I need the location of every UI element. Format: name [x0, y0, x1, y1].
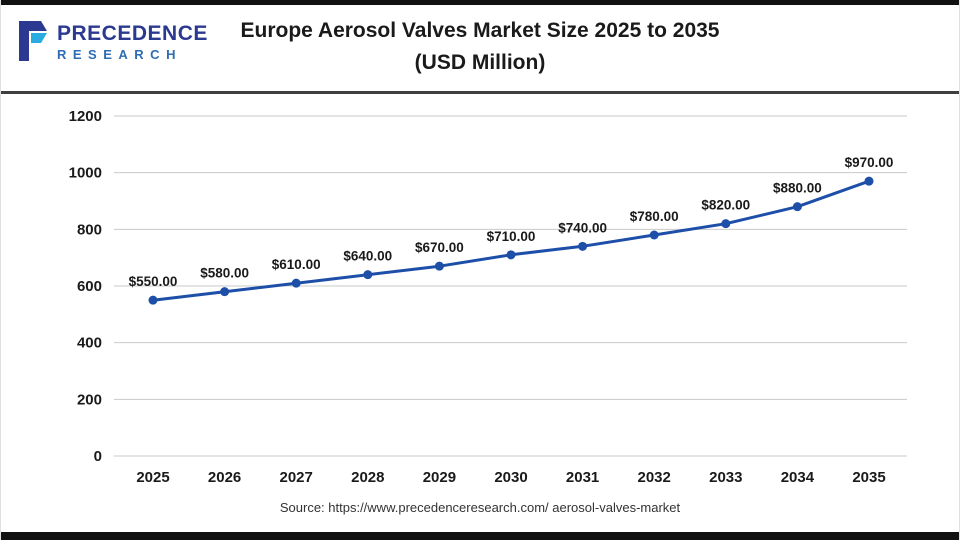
data-point — [363, 270, 373, 280]
data-point-label: $670.00 — [415, 240, 464, 255]
x-tick-label: 2028 — [351, 469, 384, 486]
data-point — [291, 278, 301, 288]
x-tick-label: 2034 — [781, 469, 815, 486]
y-tick-label: 1200 — [69, 108, 102, 125]
data-point-label: $610.00 — [272, 257, 321, 272]
data-point-label: $640.00 — [343, 249, 392, 264]
chart-area: 0 200 400 600 800 1000 1200 2025 2026 2027 2028 202… — [1, 94, 960, 494]
data-point-label: $880.00 — [773, 181, 822, 196]
y-tick-label: 600 — [77, 278, 102, 295]
x-tick-label: 2025 — [136, 469, 169, 486]
y-tick-label: 400 — [77, 335, 102, 352]
data-point — [864, 176, 874, 186]
header-divider — [1, 91, 959, 94]
logo-text: PRECEDENCE RESEARCH — [57, 19, 208, 62]
data-point-label: $820.00 — [701, 198, 750, 213]
x-tick-label: 2026 — [208, 469, 241, 486]
x-tick-label: 2027 — [280, 469, 313, 486]
data-point-label: $550.00 — [129, 274, 178, 289]
data-point — [578, 241, 588, 251]
precedence-research-logo: PRECEDENCE RESEARCH — [17, 19, 208, 63]
logo-line1: PRECEDENCE — [57, 22, 208, 45]
data-point-label: $740.00 — [558, 220, 607, 235]
bottom-border-bar — [1, 532, 959, 540]
x-tick-label: 2030 — [494, 469, 527, 486]
data-point — [792, 202, 802, 212]
y-tick-label: 200 — [77, 391, 102, 408]
top-border-bar — [1, 0, 959, 5]
x-tick-label: 2029 — [423, 469, 456, 486]
y-tick-label: 800 — [77, 221, 102, 238]
data-point — [434, 261, 444, 271]
x-tick-label: 2035 — [852, 469, 885, 486]
header: PRECEDENCE RESEARCH Europe Aerosol Valve… — [1, 5, 959, 91]
data-point — [721, 219, 731, 229]
logo-line2: RESEARCH — [57, 47, 182, 63]
x-tick-label: 2033 — [709, 469, 742, 486]
data-point — [220, 287, 230, 297]
data-point-label: $710.00 — [487, 229, 536, 244]
y-tick-label: 0 — [94, 448, 102, 465]
x-tick-label: 2031 — [566, 469, 599, 486]
data-point-label: $780.00 — [630, 209, 679, 224]
source-text: Source: https://www.precedenceresearch.c… — [279, 500, 681, 515]
x-tick-label: 2032 — [638, 469, 671, 486]
data-point — [148, 295, 158, 305]
line-chart: 0 200 400 600 800 1000 1200 2025 2026 2027 2028 202… — [69, 108, 907, 486]
data-point — [649, 230, 659, 240]
data-point-label: $580.00 — [200, 266, 249, 281]
y-tick-label: 1000 — [69, 165, 102, 182]
data-point — [506, 250, 516, 260]
data-point-label: $970.00 — [845, 155, 894, 170]
precedence-logo-icon — [19, 21, 47, 61]
